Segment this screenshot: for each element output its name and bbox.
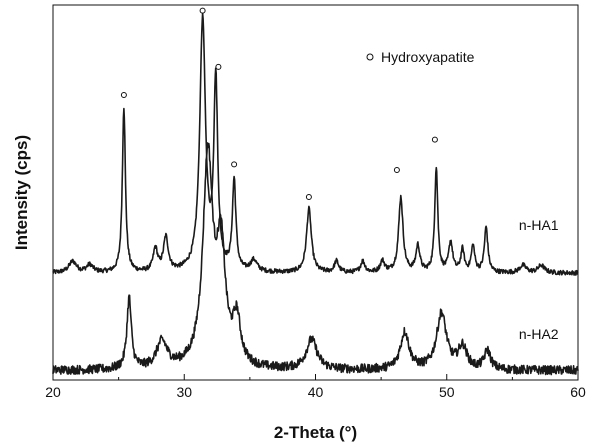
x-axis-title: 2-Theta (°) [274,423,357,442]
legend-marker-icon [366,53,374,61]
series-label: n-HA1 [519,217,559,233]
peak-marker-icon [120,92,127,98]
y-axis-title: Intensity (cps) [12,135,31,250]
peak-marker-icon [215,63,222,70]
peak-marker-icon [393,167,400,173]
legend-label: Hydroxyapatite [381,49,475,65]
peak-marker-icon [231,161,238,168]
x-tick-label: 40 [308,384,324,400]
series-label: n-HA2 [519,326,559,342]
series-line-n-HA1 [52,12,579,276]
peak-marker-icon [305,194,312,200]
x-tick-label: 50 [439,384,455,400]
x-tick-label: 20 [45,384,61,400]
peak-marker-icon [199,7,206,14]
x-tick-label: 30 [176,384,192,400]
series-line-n-HA2 [52,142,579,376]
peak-marker-icon [431,136,438,143]
x-tick-label: 60 [570,384,586,400]
legend: Hydroxyapatite [366,49,475,65]
